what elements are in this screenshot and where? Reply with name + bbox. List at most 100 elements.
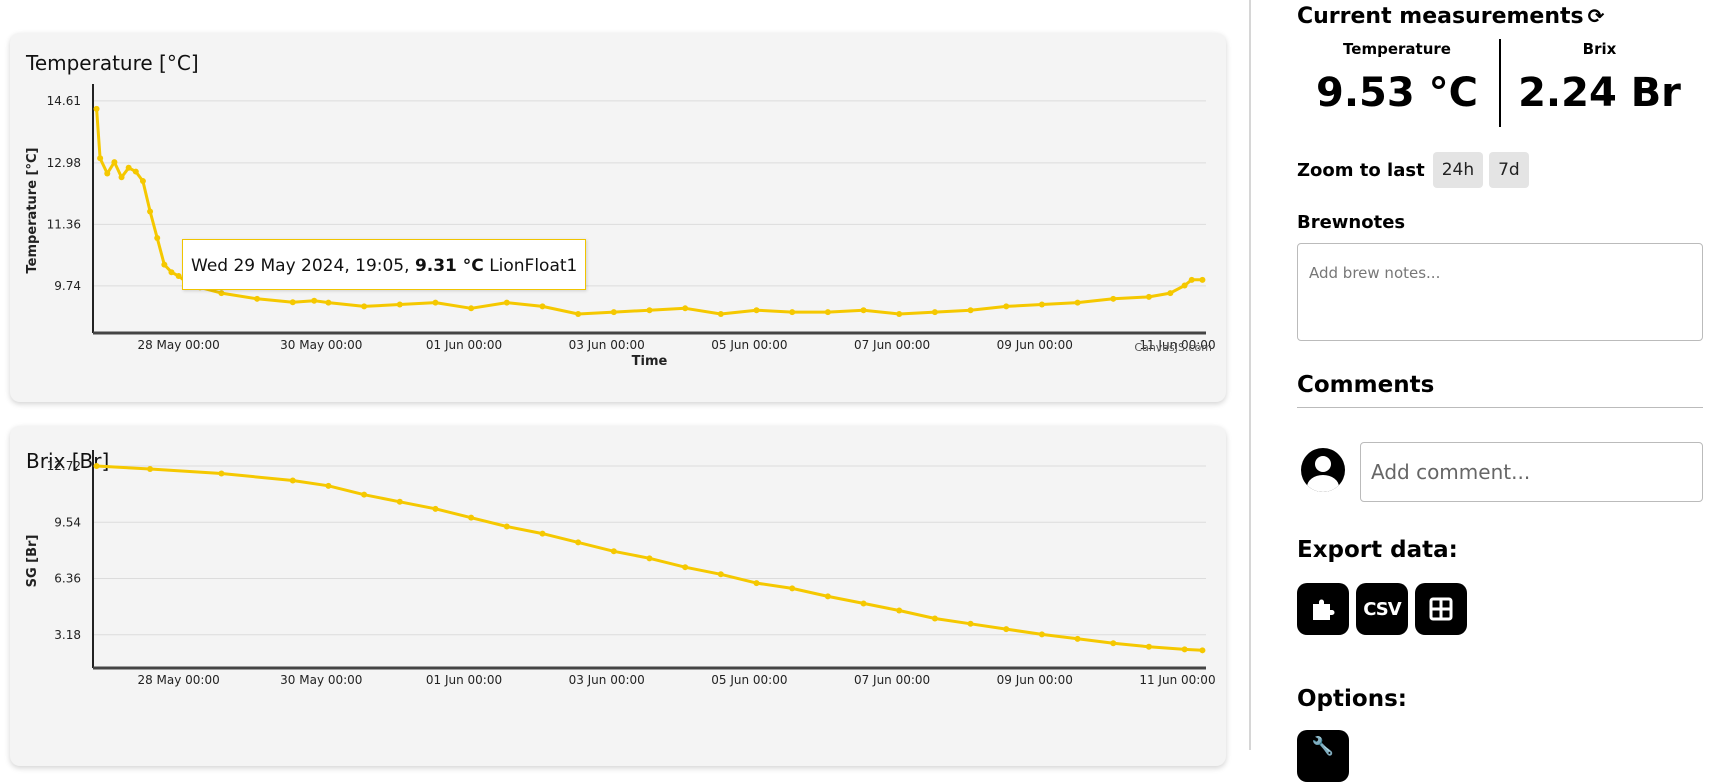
y-tick-label: 6.36	[54, 572, 81, 586]
brewnotes-textarea[interactable]: Add brew notes...	[1297, 243, 1703, 341]
temperature-label: Temperature	[1343, 40, 1451, 58]
data-point	[154, 235, 161, 242]
data-point	[1038, 301, 1045, 308]
data-point	[396, 498, 403, 505]
data-point	[254, 295, 261, 302]
data-point	[789, 585, 796, 592]
x-tick-label: 03 Jun 00:00	[569, 673, 645, 687]
options-wrench-button[interactable]: 🔧	[1297, 730, 1349, 782]
data-point	[125, 164, 132, 171]
brix-value: 2.24 Br	[1518, 70, 1681, 116]
data-point	[1181, 646, 1188, 653]
comments-heading: Comments	[1297, 372, 1435, 398]
data-point	[610, 548, 617, 555]
refresh-icon[interactable]: ⟳	[1587, 4, 1605, 28]
data-point	[168, 269, 175, 276]
data-point	[646, 555, 653, 562]
data-point	[646, 307, 653, 314]
zoom-24h-button[interactable]: 24h	[1432, 152, 1484, 188]
data-point	[147, 466, 154, 473]
data-point	[717, 571, 724, 578]
data-point	[503, 523, 510, 530]
avatar	[1301, 448, 1345, 492]
data-point	[753, 307, 760, 314]
data-point	[753, 580, 760, 587]
data-point	[789, 309, 796, 316]
data-point	[967, 307, 974, 314]
export-puzzle-button[interactable]	[1297, 583, 1349, 635]
x-axis-title: Time	[632, 354, 668, 369]
data-point	[824, 309, 831, 316]
x-tick-label: 01 Jun 00:00	[426, 338, 502, 352]
puzzle-icon	[1313, 599, 1335, 620]
data-point	[1074, 635, 1081, 642]
y-axis-title: Temperature [°C]	[25, 148, 40, 274]
data-point	[1199, 276, 1206, 283]
zoom-7d-button[interactable]: 7d	[1489, 152, 1529, 188]
side-panel: Current measurements ⟳ Temperature 9.53 °…	[1297, 0, 1707, 782]
y-tick-label: 9.74	[54, 279, 81, 293]
data-point	[289, 477, 296, 484]
export-csv-button[interactable]: CSV	[1356, 583, 1408, 635]
data-point	[717, 311, 724, 318]
options-heading: Options:	[1297, 686, 1407, 712]
brix-chart[interactable]: 3.18 6.36 9.54 12.72 28 May 00:00 30 May 00:0…	[10, 426, 1226, 766]
data-point	[1110, 640, 1117, 647]
data-point	[575, 311, 582, 318]
data-point	[97, 155, 104, 162]
y-tick-label: 12.98	[47, 156, 81, 170]
export-table-button[interactable]	[1415, 583, 1467, 635]
series-line	[96, 464, 1203, 652]
data-point	[1199, 647, 1206, 654]
avatar-head	[1315, 456, 1331, 472]
data-point	[896, 311, 903, 318]
y-tick-label: 12.72	[47, 459, 81, 473]
data-point	[175, 273, 182, 280]
measurement-divider	[1499, 39, 1501, 127]
data-point	[575, 539, 582, 546]
zoom-label: Zoom to last	[1297, 159, 1425, 181]
x-tick-label: 28 May 00:00	[137, 338, 219, 352]
data-point	[289, 299, 296, 306]
csv-icon: CSV	[1363, 598, 1401, 620]
data-point	[860, 307, 867, 314]
data-point	[967, 620, 974, 627]
comment-input[interactable]: Add comment...	[1360, 442, 1703, 502]
data-point	[824, 593, 831, 600]
y-tick-label: 9.54	[54, 515, 81, 529]
data-point	[1074, 299, 1081, 306]
temperature-chart[interactable]: 9.74 11.36 12.98 14.61 28 May 00:00 30 May 00…	[10, 33, 1226, 402]
data-point	[860, 600, 867, 607]
data-point	[682, 305, 689, 312]
data-point	[1188, 276, 1195, 283]
data-point	[468, 305, 475, 312]
y-tick-label: 11.36	[47, 217, 81, 231]
panel-divider	[1249, 0, 1251, 750]
x-tick-label: 09 Jun 00:00	[997, 338, 1073, 352]
data-point	[1003, 303, 1010, 310]
data-point	[931, 615, 938, 622]
data-point	[93, 105, 100, 112]
x-tick-label: 01 Jun 00:00	[426, 673, 502, 687]
data-point	[931, 309, 938, 316]
brix-label: Brix	[1582, 40, 1617, 58]
export-heading: Export data:	[1297, 537, 1458, 563]
chart-credit[interactable]: CanvasJS.com	[1134, 341, 1212, 354]
tooltip-series: LionFloat1	[489, 256, 578, 276]
x-tick-label: 05 Jun 00:00	[711, 338, 787, 352]
current-measurements-title: Current measurements	[1297, 4, 1584, 29]
data-point	[1003, 626, 1010, 633]
data-point	[361, 303, 368, 310]
data-point	[1145, 643, 1152, 650]
brewnotes-heading: Brewnotes	[1297, 212, 1406, 233]
tooltip-value: 9.31 °C	[414, 256, 484, 276]
data-point	[311, 297, 318, 304]
data-point	[132, 168, 139, 175]
brix-chart-title: Brix [Br]	[26, 449, 110, 473]
x-tick-label: 30 May 00:00	[280, 673, 362, 687]
data-point	[503, 299, 510, 306]
temperature-value: 9.53 °C	[1316, 70, 1478, 116]
data-point	[139, 178, 146, 185]
y-tick-label: 14.61	[47, 94, 81, 108]
data-point	[1038, 631, 1045, 638]
